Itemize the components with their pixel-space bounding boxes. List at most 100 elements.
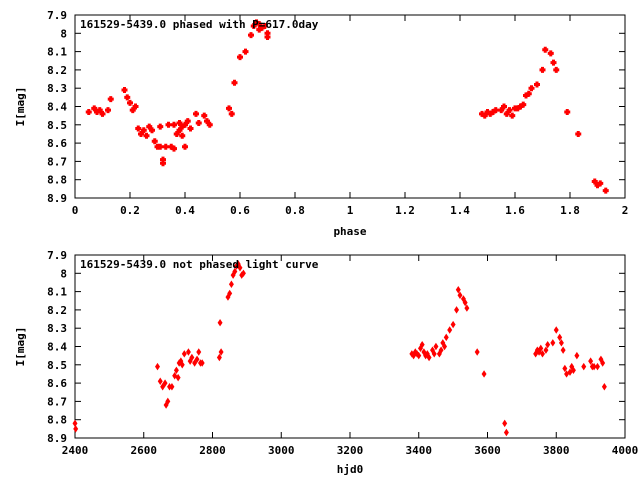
data-point	[250, 22, 257, 29]
x-tick-label: 1.8	[560, 204, 580, 217]
x-tick-label: 2600	[131, 444, 158, 457]
data-point	[216, 353, 222, 362]
data-point	[538, 344, 544, 353]
data-point	[481, 112, 488, 119]
data-point	[557, 333, 563, 342]
data-point	[575, 130, 582, 137]
data-point	[189, 353, 195, 362]
data-point	[534, 81, 540, 88]
data-point	[165, 397, 171, 406]
data-point	[107, 96, 114, 103]
y-tick-label: 8	[60, 267, 67, 280]
data-point	[192, 359, 198, 367]
y-tick-label: 8	[60, 27, 67, 40]
data-point	[498, 107, 505, 114]
data-point	[72, 419, 78, 428]
data-point	[162, 143, 169, 150]
data-point	[503, 428, 509, 437]
data-point	[160, 383, 166, 391]
data-point	[127, 99, 133, 106]
data-point	[248, 32, 254, 39]
data-point	[520, 101, 527, 108]
data-point	[73, 425, 79, 433]
data-point	[539, 66, 546, 73]
x-tick-label: 0	[72, 204, 79, 217]
y-tick-label: 7.9	[47, 9, 67, 22]
data-point	[228, 280, 234, 289]
y-tick-label: 8.5	[47, 119, 67, 132]
chart-title: 161529-5439.0 not phased light curve	[80, 258, 319, 271]
x-axis-title: hjd0	[337, 463, 364, 476]
data-point	[558, 339, 564, 347]
y-tick-label: 8.8	[47, 174, 67, 187]
data-point	[454, 306, 460, 314]
y-tick-label: 8.9	[47, 432, 67, 445]
data-point	[542, 46, 549, 53]
data-point	[140, 127, 147, 134]
y-tick-label: 8.3	[47, 322, 67, 335]
x-tick-label: 3000	[268, 444, 295, 457]
data-point	[564, 370, 570, 378]
x-tick-label: 0.6	[230, 204, 250, 217]
data-point	[256, 21, 263, 28]
data-point	[455, 286, 461, 294]
x-tick-label: 2400	[62, 444, 89, 457]
data-point	[151, 138, 158, 145]
data-point	[442, 342, 448, 351]
y-tick-label: 8.7	[47, 155, 67, 168]
y-tick-label: 8.2	[47, 304, 67, 317]
chart-title: 161529-5439.0 phased with P=617.0day	[80, 18, 319, 31]
x-tick-label: 4000	[612, 444, 639, 457]
data-point	[564, 108, 571, 115]
data-point	[447, 326, 453, 334]
data-point	[105, 107, 111, 114]
data-point	[540, 350, 545, 358]
y-tick-label: 8.7	[47, 395, 67, 408]
x-tick-label: 1	[347, 204, 354, 217]
data-point	[196, 348, 202, 356]
data-point	[595, 362, 600, 371]
data-point	[597, 180, 604, 187]
data-point	[227, 289, 233, 298]
y-tick-label: 8.1	[47, 286, 67, 299]
data-point	[570, 366, 576, 375]
y-tick-label: 8.8	[47, 414, 67, 427]
data-point	[416, 351, 422, 360]
data-point	[179, 132, 186, 139]
data-point	[242, 48, 249, 55]
data-point	[591, 178, 598, 185]
data-point	[175, 373, 181, 382]
data-point	[525, 90, 532, 97]
y-axis-title: I[mag]	[14, 327, 27, 367]
y-tick-label: 8.4	[47, 101, 67, 114]
data-point	[179, 361, 185, 369]
data-point	[217, 318, 223, 327]
data-point	[547, 50, 554, 57]
data-point	[550, 339, 556, 347]
data-point	[237, 264, 243, 272]
data-point	[204, 118, 210, 125]
data-point	[588, 357, 594, 365]
x-tick-label: 3800	[543, 444, 570, 457]
data-point	[172, 372, 178, 380]
data-point	[562, 364, 568, 373]
data-point	[232, 267, 238, 276]
data-point	[502, 419, 508, 428]
data-point	[543, 346, 549, 354]
x-tick-label: 3200	[337, 444, 364, 457]
data-point	[443, 333, 449, 342]
y-tick-label: 8.6	[47, 377, 67, 390]
data-point	[146, 123, 153, 130]
data-point	[138, 130, 144, 137]
data-point	[185, 348, 191, 356]
x-tick-label: 3400	[406, 444, 433, 457]
data-point	[162, 379, 168, 387]
data-point	[600, 359, 606, 367]
chart-panel-1: 0 0.2 0.4 0.6 0.8 1 1.2 1.4 1.6 1.8 2 7.9 8 8.1 8.2 8.3…	[14, 9, 628, 238]
data-point	[160, 160, 166, 167]
data-point	[492, 107, 499, 114]
data-point	[201, 112, 208, 119]
y-tick-label: 7.9	[47, 249, 67, 262]
data-point	[176, 119, 183, 126]
